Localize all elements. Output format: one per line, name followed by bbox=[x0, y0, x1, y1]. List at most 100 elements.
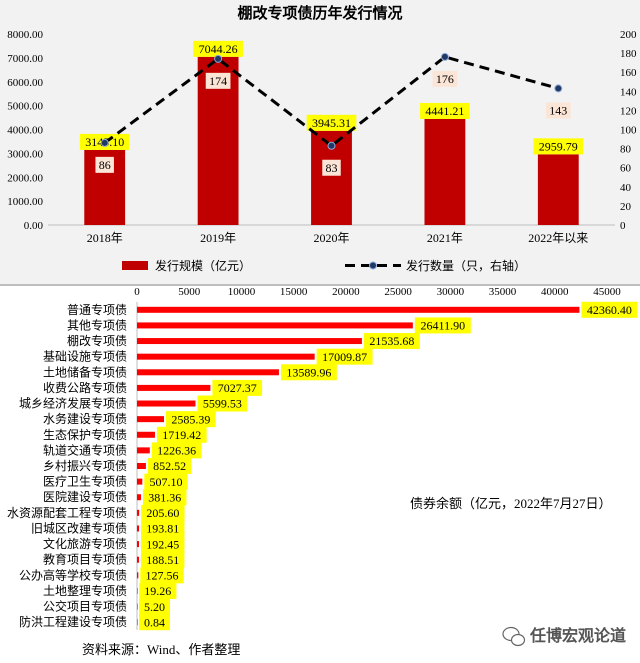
bottom-x-tick: 35000 bbox=[489, 286, 517, 298]
top-y-right-tick: 180 bbox=[620, 48, 637, 60]
bottom-x-tick: 30000 bbox=[437, 286, 465, 298]
bottom-bar bbox=[137, 572, 139, 579]
top-x-tick: 2021年 bbox=[427, 231, 463, 245]
top-y-left-tick: 1000.00 bbox=[7, 196, 43, 208]
bottom-bar bbox=[137, 353, 315, 360]
top-chart-title: 棚改专项债历年发行情况 bbox=[237, 4, 402, 22]
top-line-point bbox=[327, 141, 336, 150]
top-y-left-tick: 2000.00 bbox=[7, 172, 43, 184]
bottom-bar bbox=[137, 509, 140, 516]
top-line-label: 143 bbox=[549, 104, 567, 118]
bottom-bar-label: 5.20 bbox=[144, 600, 165, 614]
bottom-bar-label: 193.81 bbox=[146, 522, 179, 536]
bottom-bar bbox=[137, 587, 138, 594]
top-line-label: 86 bbox=[99, 158, 111, 172]
bottom-y-tick: 土地储备专项债 bbox=[43, 364, 127, 379]
bottom-y-tick: 收费公路专项债 bbox=[43, 380, 127, 395]
bottom-bar bbox=[137, 400, 196, 407]
bottom-bar-label-bg bbox=[141, 520, 185, 537]
bottom-bar-label: 0.84 bbox=[144, 615, 165, 629]
top-y-right-tick: 20 bbox=[620, 201, 632, 213]
top-y-left-tick: 5000.00 bbox=[7, 101, 43, 113]
bottom-bar bbox=[137, 603, 138, 610]
bottom-bar bbox=[137, 306, 580, 313]
bottom-y-tick: 教育项目专项债 bbox=[43, 552, 127, 567]
bottom-bar-label: 381.36 bbox=[148, 490, 181, 504]
bottom-bar-label-bg bbox=[140, 551, 185, 568]
top-bar-label-bg bbox=[420, 102, 470, 119]
top-bar-label-bg bbox=[306, 114, 357, 131]
bottom-y-tick: 生态保护专项债 bbox=[43, 427, 127, 442]
bottom-x-tick: 45000 bbox=[593, 286, 621, 298]
bottom-y-tick: 旧城区改建专项债 bbox=[31, 520, 127, 535]
bottom-x-tick: 20000 bbox=[332, 286, 360, 298]
top-line-point bbox=[214, 54, 223, 63]
bottom-y-tick: 其他专项债 bbox=[67, 317, 127, 332]
bottom-bar bbox=[137, 431, 155, 438]
top-line-label: 83 bbox=[326, 161, 338, 175]
bottom-bar bbox=[137, 384, 211, 391]
bottom-x-tick: 40000 bbox=[541, 286, 569, 298]
top-y-right-tick: 80 bbox=[620, 144, 632, 156]
top-y-right-tick: 0 bbox=[620, 220, 626, 232]
bottom-bar bbox=[137, 556, 139, 563]
bottom-bar-label: 7027.37 bbox=[218, 381, 257, 395]
bottom-bar-label-bg bbox=[166, 411, 216, 428]
top-line-label-bg bbox=[322, 159, 341, 176]
top-x-tick: 2020年 bbox=[313, 231, 349, 245]
bottom-bar-label-bg bbox=[156, 426, 207, 443]
top-bar-label-bg bbox=[193, 40, 243, 57]
top-line-label-bg bbox=[432, 70, 458, 87]
bottom-bar-label-bg bbox=[280, 364, 337, 381]
top-chart: 0.00 1000.00 2000.00 3000.00 4000.00 5000.00 6… bbox=[7, 29, 637, 245]
bottom-y-tick: 防洪工程建设专项债 bbox=[19, 614, 127, 629]
top-chart-legend: 发行规模（亿元） 发行数量（只，右轴） bbox=[122, 258, 526, 273]
bottom-y-tick: 棚改专项债 bbox=[67, 333, 127, 348]
bottom-bar bbox=[137, 525, 140, 532]
top-line-point bbox=[554, 84, 563, 93]
top-y-left-tick: 0.00 bbox=[24, 220, 44, 232]
legend-bar-swatch bbox=[122, 261, 148, 270]
legend-line-marker bbox=[369, 261, 377, 270]
bottom-bar-label-bg bbox=[147, 458, 192, 474]
top-x-tick: 2019年 bbox=[200, 231, 236, 245]
top-y-left-tick: 7000.00 bbox=[7, 53, 43, 65]
bottom-bar-label: 852.52 bbox=[153, 459, 186, 473]
bottom-x-tick: 5000 bbox=[178, 286, 201, 298]
top-line-label: 174 bbox=[209, 74, 227, 88]
bottom-bar bbox=[137, 369, 279, 376]
top-y-right-tick: 120 bbox=[620, 105, 637, 117]
top-y-left-tick: 3000.00 bbox=[7, 148, 43, 160]
bottom-bar-label: 21535.68 bbox=[369, 334, 414, 348]
bottom-y-tick: 水资源配套工程专项债 bbox=[7, 505, 127, 520]
bottom-bar-label-bg bbox=[151, 442, 202, 459]
bottom-bar bbox=[137, 478, 143, 485]
top-y-right-tick: 100 bbox=[620, 125, 637, 137]
bottom-bar-label: 5599.53 bbox=[203, 397, 242, 411]
top-bar-label: 7044.26 bbox=[199, 42, 238, 56]
bottom-y-tick: 医院建设专项债 bbox=[43, 489, 127, 504]
top-line-label-bg bbox=[205, 72, 231, 89]
bottom-bar-label: 1719.42 bbox=[162, 428, 201, 442]
top-bar bbox=[424, 118, 466, 225]
bottom-bar-label-bg bbox=[197, 395, 248, 412]
top-bar-label: 2959.79 bbox=[539, 140, 578, 154]
top-y-left-tick: 8000.00 bbox=[7, 29, 43, 41]
bottom-bar-label-bg bbox=[363, 333, 420, 350]
bottom-bar-label: 507.10 bbox=[150, 475, 183, 489]
top-x-tick: 2018年 bbox=[87, 231, 123, 245]
top-bar-label: 3945.31 bbox=[312, 116, 351, 130]
top-line-label: 176 bbox=[436, 72, 454, 86]
bottom-bar-label-bg bbox=[141, 536, 185, 553]
bottom-bar-label-bg bbox=[144, 473, 188, 490]
wechat-icon bbox=[502, 626, 526, 647]
bottom-bar-label-bg bbox=[139, 614, 170, 631]
top-series-line bbox=[103, 55, 559, 148]
bottom-chart: 0 5000 10000 15000 20000 25000 30000 35000 40000… bbox=[7, 286, 638, 631]
bottom-bar-label-bg bbox=[414, 317, 471, 334]
top-y-right-tick: 60 bbox=[620, 163, 632, 175]
bottom-y-tick: 公交项目专项债 bbox=[43, 599, 127, 614]
top-y-right-tick: 140 bbox=[620, 86, 637, 98]
bottom-y-tick: 城乡经济发展专项债 bbox=[19, 396, 127, 411]
bottom-bar bbox=[137, 338, 362, 345]
